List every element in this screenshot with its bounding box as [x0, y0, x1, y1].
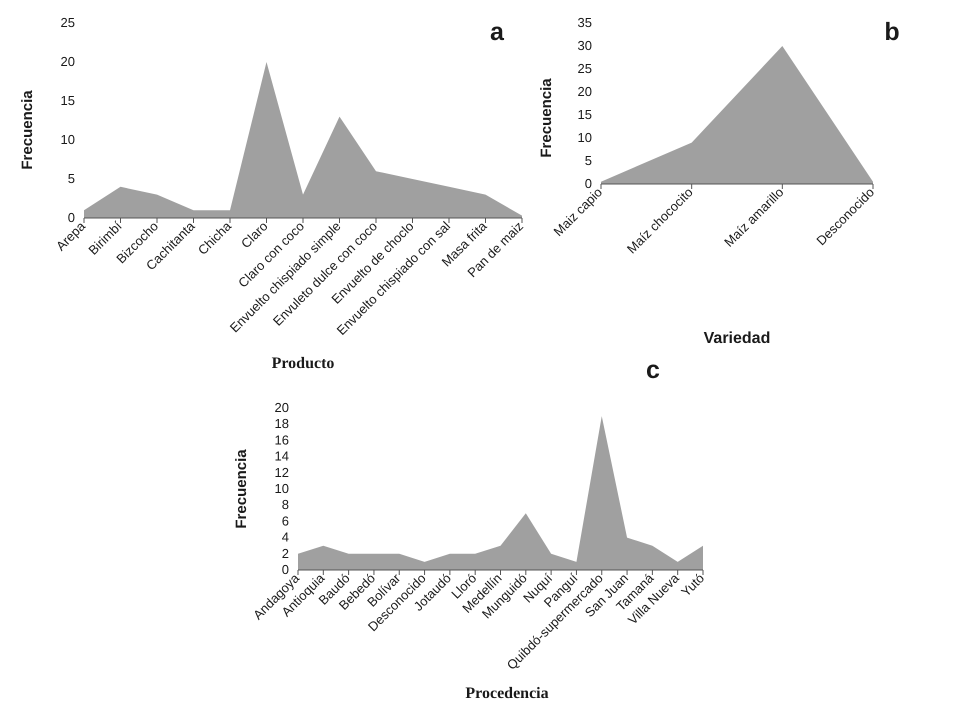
svg-text:15: 15 [578, 107, 592, 122]
svg-text:20: 20 [578, 84, 592, 99]
svg-text:2: 2 [282, 546, 289, 561]
svg-text:8: 8 [282, 497, 289, 512]
svg-text:20: 20 [275, 400, 289, 415]
svg-text:14: 14 [275, 449, 289, 464]
svg-text:6: 6 [282, 513, 289, 528]
svg-text:15: 15 [61, 93, 75, 108]
svg-text:5: 5 [68, 171, 75, 186]
svg-text:Frecuencia: Frecuencia [233, 449, 250, 529]
svg-text:18: 18 [275, 416, 289, 431]
svg-text:25: 25 [61, 15, 75, 30]
svg-text:20: 20 [61, 54, 75, 69]
svg-text:25: 25 [578, 61, 592, 76]
svg-text:Frecuencia: Frecuencia [19, 90, 36, 170]
svg-text:b: b [884, 18, 899, 46]
svg-text:a: a [490, 18, 505, 46]
svg-text:30: 30 [578, 38, 592, 53]
svg-text:10: 10 [275, 481, 289, 496]
svg-text:10: 10 [578, 130, 592, 145]
svg-text:c: c [646, 356, 660, 384]
svg-text:Frecuencia: Frecuencia [538, 78, 555, 158]
svg-text:12: 12 [275, 465, 289, 480]
svg-text:10: 10 [61, 132, 75, 147]
svg-text:Variedad: Variedad [704, 330, 771, 347]
svg-text:16: 16 [275, 432, 289, 447]
svg-text:5: 5 [585, 153, 592, 168]
svg-text:Producto: Producto [272, 355, 335, 372]
svg-text:4: 4 [282, 530, 289, 545]
svg-text:Procedencia: Procedencia [465, 685, 548, 702]
svg-text:35: 35 [578, 15, 592, 30]
